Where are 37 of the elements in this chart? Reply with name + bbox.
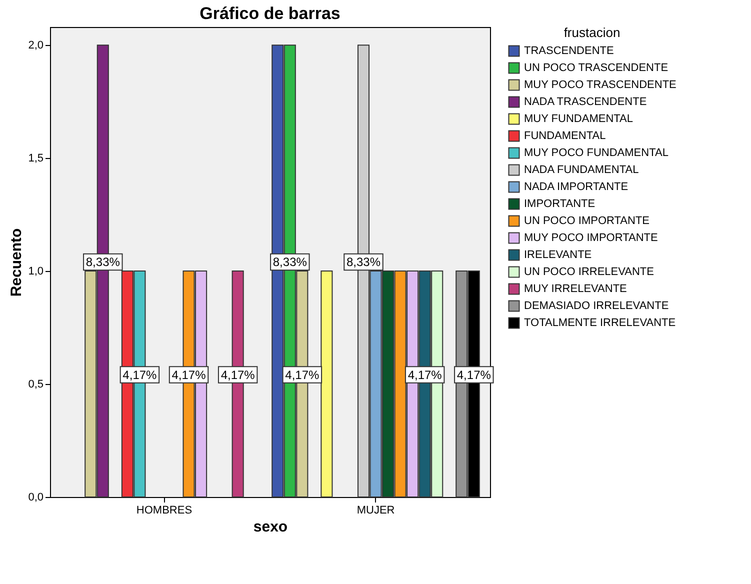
- chart-title: Gráfico de barras: [200, 4, 340, 23]
- legend-label: UN POCO TRASCENDENTE: [524, 62, 668, 74]
- legend-label: NADA IMPORTANTE: [524, 181, 628, 193]
- annotation: 4,17%: [456, 368, 492, 382]
- legend-label: UN POCO IRRELEVANTE: [524, 266, 654, 278]
- legend-label: MUY POCO IMPORTANTE: [524, 232, 658, 244]
- y-tick-label: 1,0: [28, 266, 44, 278]
- annotation: 4,17%: [285, 368, 320, 382]
- annotation: 4,17%: [172, 368, 206, 382]
- legend-label: MUY POCO FUNDAMENTAL: [524, 147, 668, 159]
- annotation: 8,33%: [86, 255, 120, 269]
- legend-label: IRELEVANTE: [524, 249, 592, 261]
- legend-label: FUNDAMENTAL: [524, 130, 606, 142]
- legend-label: IMPORTANTE: [524, 198, 596, 210]
- y-tick-label: 1,5: [28, 152, 44, 165]
- annotation: 4,17%: [122, 368, 158, 382]
- x-axis-title: sexo: [253, 518, 288, 536]
- legend-label: NADA TRASCENDENTE: [524, 96, 647, 108]
- y-axis-title: Recuento: [8, 228, 26, 297]
- annotation: 8,33%: [346, 255, 381, 269]
- x-tick-label: MUJER: [356, 504, 395, 516]
- annotation: 4,17%: [220, 368, 256, 382]
- legend-label: MUY IRRELEVANTE: [524, 283, 627, 295]
- legend-label: MUY FUNDAMENTAL: [524, 113, 633, 125]
- legend-label: DEMASIADO IRRELEVANTE: [524, 300, 669, 312]
- y-tick-label: 0,0: [28, 492, 44, 504]
- x-tick-label: HOMBRES: [136, 504, 192, 516]
- y-tick-label: 2,0: [28, 40, 44, 52]
- legend-label: NADA FUNDAMENTAL: [524, 164, 639, 176]
- legend-label: UN POCO IMPORTANTE: [524, 215, 650, 227]
- legend-label: TRASCENDENTE: [524, 45, 614, 57]
- legend-title: frustacion: [564, 25, 620, 40]
- legend-label: MUY POCO TRASCENDENTE: [524, 79, 676, 91]
- annotation: 8,33%: [272, 255, 308, 269]
- legend-label: TOTALMENTE IRRELEVANTE: [524, 317, 676, 329]
- y-tick-label: 0,5: [28, 378, 44, 391]
- annotation: 4,17%: [408, 368, 442, 382]
